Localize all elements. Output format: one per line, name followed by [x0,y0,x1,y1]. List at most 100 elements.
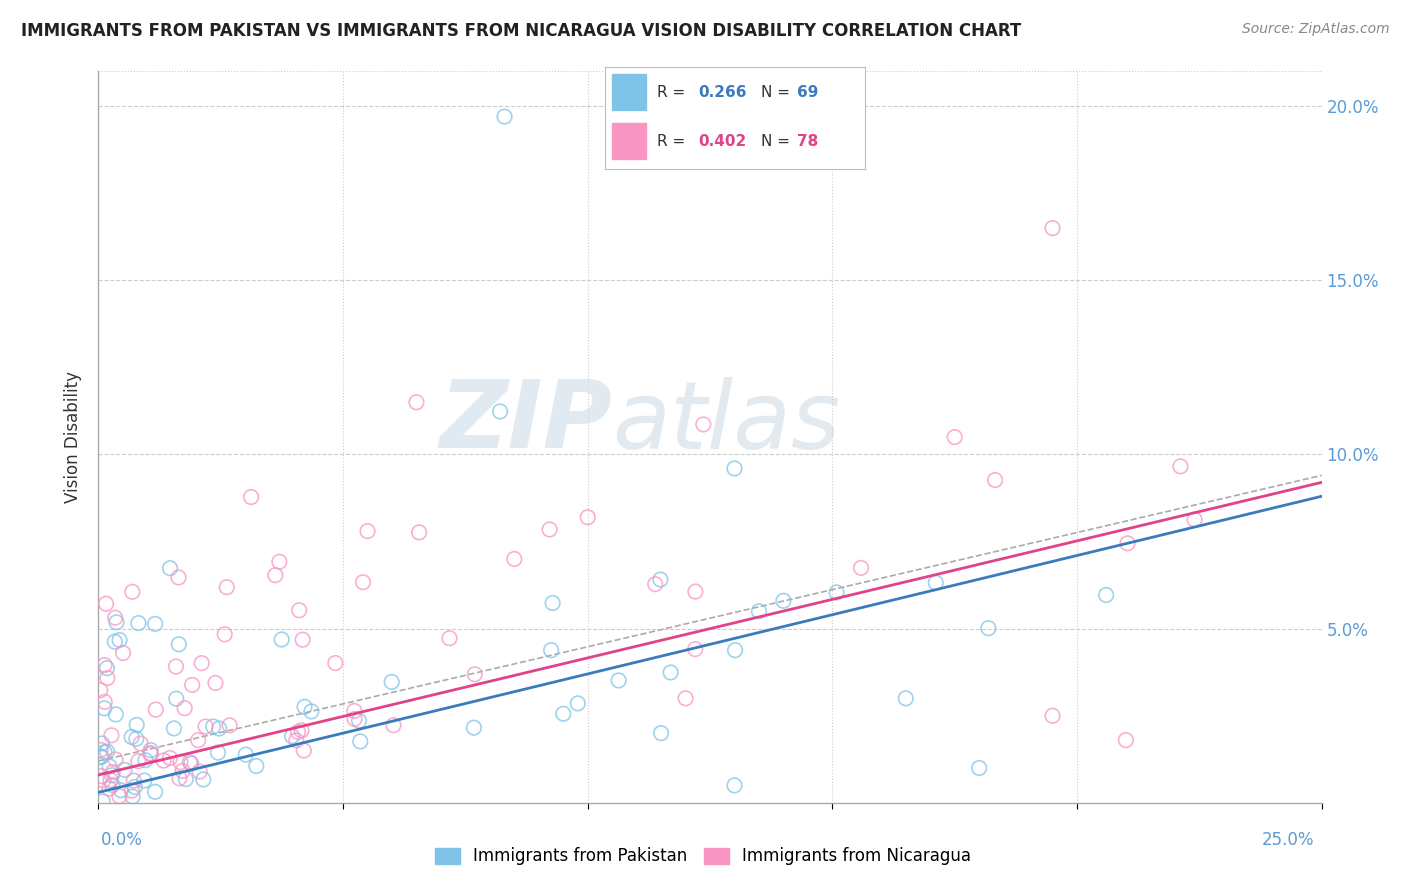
Point [538,523,561,537]
Point [104,752,127,766]
Point [129,737,152,751]
Point [101,768,124,782]
Point [352,575,374,590]
Point [240,490,263,504]
Point [91,773,114,788]
Point [110,783,132,797]
Point [179,756,201,770]
Point [943,430,966,444]
Point [439,631,461,645]
Point [93,701,115,715]
Point [343,704,366,718]
Point [93,695,115,709]
Point [134,773,156,788]
Point [94,597,117,611]
Text: N =: N = [761,85,794,100]
Point [204,676,226,690]
Point [96,671,118,685]
Point [187,733,209,747]
Point [576,510,599,524]
Point [96,661,118,675]
Text: atlas: atlas [612,377,841,468]
Point [122,773,145,788]
Point [1095,588,1118,602]
Point [347,714,370,728]
Point [193,772,215,787]
Point [825,585,848,599]
Point [96,745,118,759]
Point [98,781,121,796]
Point [464,667,486,681]
Bar [613,123,647,159]
Point [173,701,195,715]
Point [683,642,706,657]
Point [194,720,217,734]
Text: 78: 78 [797,134,818,149]
Point [100,772,122,787]
Point [245,759,267,773]
Point [167,637,190,651]
Point [218,718,240,732]
Point [291,632,314,647]
Point [105,615,128,630]
Bar [613,74,647,110]
Point [567,697,589,711]
Point [463,721,485,735]
Text: 69: 69 [797,85,818,100]
Point [215,580,238,594]
Point [104,707,127,722]
Point [104,634,127,648]
Point [145,703,167,717]
Text: 0.0%: 0.0% [101,831,143,849]
Point [285,733,308,747]
Point [356,524,378,538]
Point [93,658,115,673]
Point [93,745,115,759]
Point [692,417,714,432]
Point [90,749,112,764]
Legend: Immigrants from Pakistan, Immigrants from Nicaragua: Immigrants from Pakistan, Immigrants fro… [430,842,976,871]
Point [967,761,990,775]
Point [675,691,697,706]
Point [1116,536,1139,550]
Point [644,577,666,591]
Point [143,785,166,799]
Point [125,731,148,746]
Point [1042,221,1064,235]
Point [112,646,135,660]
Point [541,596,564,610]
Point [188,764,211,779]
Point [190,656,212,670]
Point [165,659,187,673]
Point [659,665,682,680]
Point [152,754,174,768]
Point [114,763,136,777]
Point [167,570,190,584]
Point [202,719,225,733]
Text: 0.402: 0.402 [699,134,747,149]
Point [553,706,575,721]
Point [977,621,1000,635]
Point [1184,513,1206,527]
Point [121,783,143,797]
Point [489,404,512,418]
Point [139,747,162,761]
Point [294,699,316,714]
Point [91,795,114,809]
Point [269,555,291,569]
Point [101,765,124,780]
Point [292,743,315,757]
Point [1115,733,1137,747]
Point [288,603,311,617]
Point [127,616,149,631]
Point [108,789,131,804]
Point [325,656,347,670]
Text: ZIP: ZIP [439,376,612,468]
Point [382,718,405,732]
Point [503,552,526,566]
Point [207,746,229,760]
Point [169,772,191,786]
Point [650,573,672,587]
Point [281,729,304,743]
Text: IMMIGRANTS FROM PAKISTAN VS IMMIGRANTS FROM NICARAGUA VISION DISABILITY CORRELAT: IMMIGRANTS FROM PAKISTAN VS IMMIGRANTS F… [21,22,1021,40]
